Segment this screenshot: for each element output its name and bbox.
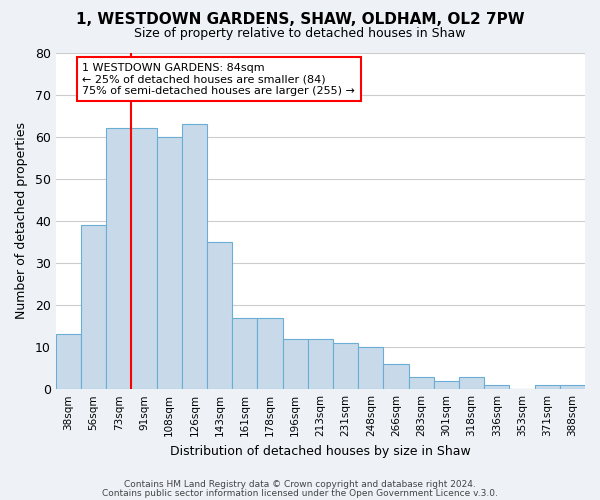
Bar <box>333 343 358 389</box>
Text: Contains public sector information licensed under the Open Government Licence v.: Contains public sector information licen… <box>102 488 498 498</box>
Bar <box>257 318 283 389</box>
Bar <box>409 376 434 389</box>
Bar <box>434 381 459 389</box>
Text: Contains HM Land Registry data © Crown copyright and database right 2024.: Contains HM Land Registry data © Crown c… <box>124 480 476 489</box>
Bar <box>459 376 484 389</box>
Bar <box>81 225 106 389</box>
Y-axis label: Number of detached properties: Number of detached properties <box>15 122 28 320</box>
Bar <box>106 128 131 389</box>
Text: Size of property relative to detached houses in Shaw: Size of property relative to detached ho… <box>134 28 466 40</box>
Bar <box>535 385 560 389</box>
Bar <box>484 385 509 389</box>
Bar <box>207 242 232 389</box>
Text: 1, WESTDOWN GARDENS, SHAW, OLDHAM, OL2 7PW: 1, WESTDOWN GARDENS, SHAW, OLDHAM, OL2 7… <box>76 12 524 28</box>
Bar <box>56 334 81 389</box>
Bar <box>157 136 182 389</box>
Bar <box>232 318 257 389</box>
Bar <box>283 338 308 389</box>
Bar <box>131 128 157 389</box>
Text: 1 WESTDOWN GARDENS: 84sqm
← 25% of detached houses are smaller (84)
75% of semi-: 1 WESTDOWN GARDENS: 84sqm ← 25% of detac… <box>82 62 355 96</box>
Bar <box>308 338 333 389</box>
Bar <box>383 364 409 389</box>
Bar <box>182 124 207 389</box>
X-axis label: Distribution of detached houses by size in Shaw: Distribution of detached houses by size … <box>170 444 471 458</box>
Bar <box>560 385 585 389</box>
Bar <box>358 347 383 389</box>
